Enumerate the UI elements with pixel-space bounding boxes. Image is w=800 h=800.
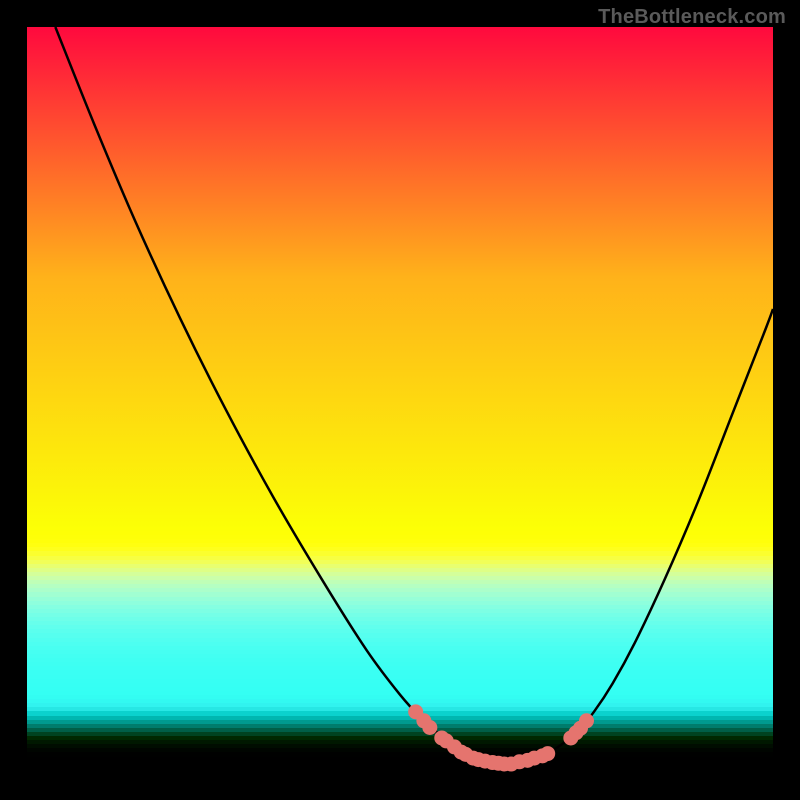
chart-container: TheBottleneck.com: [0, 0, 800, 800]
data-marker: [540, 746, 555, 761]
data-marker: [579, 713, 594, 728]
data-marker: [422, 720, 437, 735]
watermark-text: TheBottleneck.com: [598, 6, 786, 29]
plot-area: [27, 27, 773, 773]
markers-layer: [27, 27, 773, 773]
